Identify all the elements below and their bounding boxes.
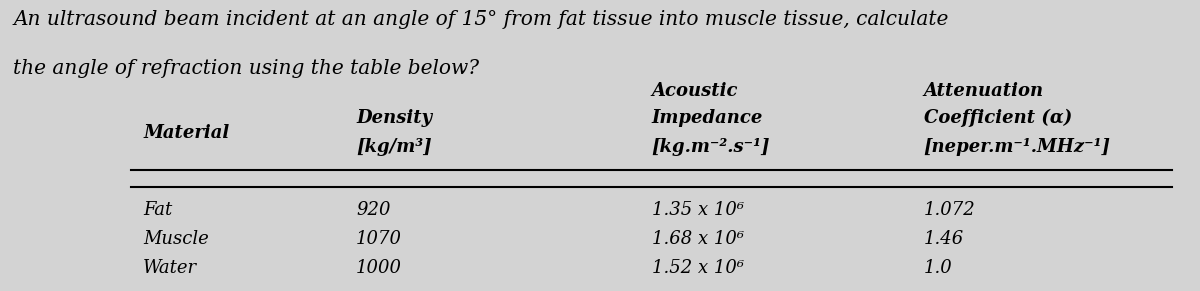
Text: 1.68 x 10⁶: 1.68 x 10⁶ [652, 230, 744, 248]
Text: Muscle: Muscle [143, 230, 209, 248]
Text: Material: Material [143, 124, 229, 141]
Text: Attenuation: Attenuation [924, 82, 1044, 100]
Text: Fat: Fat [143, 201, 173, 219]
Text: Acoustic: Acoustic [652, 82, 738, 100]
Text: Water: Water [143, 259, 198, 277]
Text: Impedance: Impedance [652, 109, 763, 127]
Text: [kg/m³]: [kg/m³] [356, 138, 432, 156]
Text: [neper.m⁻¹.MHz⁻¹]: [neper.m⁻¹.MHz⁻¹] [924, 138, 1111, 156]
Text: 1000: 1000 [356, 259, 402, 277]
Text: 1070: 1070 [356, 230, 402, 248]
Text: the angle of refraction using the table below?: the angle of refraction using the table … [13, 59, 479, 78]
Text: 1.35 x 10⁶: 1.35 x 10⁶ [652, 201, 744, 219]
Text: An ultrasound beam incident at an angle of 15° from fat tissue into muscle tissu: An ultrasound beam incident at an angle … [13, 10, 948, 29]
Text: 1.46: 1.46 [924, 230, 964, 248]
Text: 1.072: 1.072 [924, 201, 976, 219]
Text: Coefficient (α): Coefficient (α) [924, 109, 1072, 127]
Text: 1.0: 1.0 [924, 259, 953, 277]
Text: Density: Density [356, 109, 432, 127]
Text: 1.52 x 10⁶: 1.52 x 10⁶ [652, 259, 744, 277]
Text: [kg.m⁻².s⁻¹]: [kg.m⁻².s⁻¹] [652, 138, 770, 156]
Text: 920: 920 [356, 201, 391, 219]
